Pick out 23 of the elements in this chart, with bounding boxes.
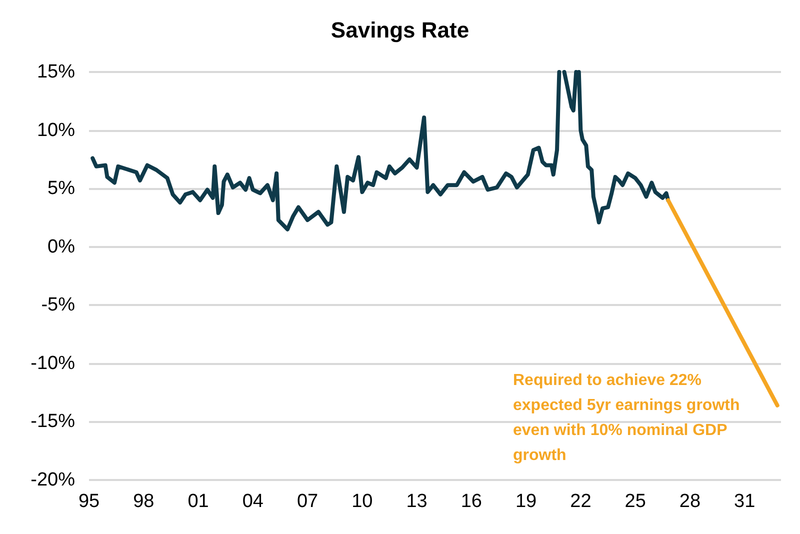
y-tick-label: -5%	[41, 294, 76, 316]
x-tick-label: 13	[406, 491, 428, 512]
x-tick-label: 22	[570, 491, 592, 512]
y-tick-label: -20%	[30, 470, 76, 490]
x-tick-label: 01	[188, 491, 209, 512]
x-tick-label: 28	[679, 491, 701, 512]
y-tick-label: -15%	[30, 411, 76, 432]
x-tick-label: 31	[734, 491, 756, 512]
x-tick-label: 95	[78, 491, 100, 512]
x-tick-label: 16	[460, 491, 482, 512]
annotation: Required to achieve 22% expected 5yr earnings growth even with 10% nominal GDP growth	[513, 372, 744, 464]
y-tick-label: -10%	[30, 352, 76, 374]
chart-title: Savings Rate	[330, 18, 470, 42]
x-tick-label: 19	[515, 491, 537, 512]
x-tick-label: 98	[133, 491, 154, 512]
y-tick-label: 10%	[36, 120, 76, 141]
x-tick-label: 07	[296, 491, 318, 512]
x-tick-label: 04	[242, 491, 264, 512]
y-tick-label: 0%	[48, 236, 76, 258]
y-tick-label: 5%	[48, 178, 76, 200]
y-tick-label: 15%	[36, 62, 76, 82]
x-tick-label: 10	[352, 491, 373, 512]
x-tick-label: 25	[624, 491, 646, 512]
